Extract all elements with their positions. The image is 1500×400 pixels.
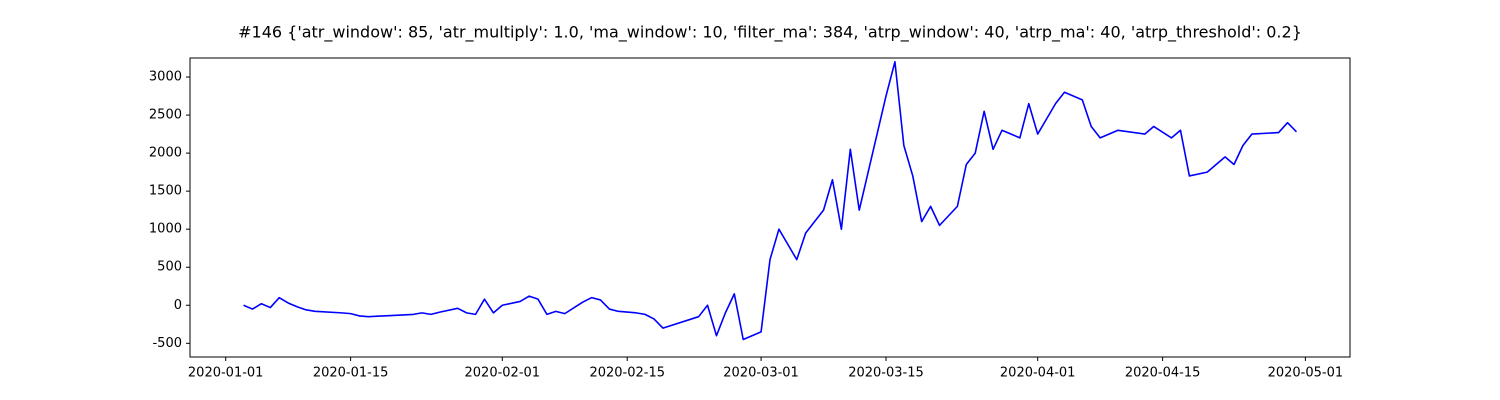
x-tick-label: 2020-04-15 xyxy=(1125,366,1201,381)
y-tick-label: -500 xyxy=(152,336,182,351)
x-tick-label: 2020-01-01 xyxy=(188,366,264,381)
x-tick-label: 2020-03-15 xyxy=(848,366,924,381)
y-tick-label: 2500 xyxy=(149,108,182,123)
y-tick-label: 3000 xyxy=(149,70,182,85)
data-line xyxy=(243,61,1298,341)
y-tick-label: 1500 xyxy=(149,184,182,199)
x-tick-label: 2020-05-01 xyxy=(1268,366,1344,381)
plot-frame xyxy=(189,57,1351,358)
x-tick-label: 2020-02-15 xyxy=(589,366,665,381)
y-tick-label: 1000 xyxy=(149,222,182,237)
x-tick-label: 2020-01-15 xyxy=(313,366,389,381)
y-tick-label: 0 xyxy=(174,298,182,313)
x-tick-label: 2020-02-01 xyxy=(465,366,541,381)
x-tick-label: 2020-04-01 xyxy=(1000,366,1076,381)
y-tick-label: 2000 xyxy=(149,146,182,161)
y-tick-label: 500 xyxy=(157,260,182,275)
x-tick-label: 2020-03-01 xyxy=(723,366,799,381)
chart-title: #146 {'atr_window': 85, 'atr_multiply': … xyxy=(238,23,1302,43)
